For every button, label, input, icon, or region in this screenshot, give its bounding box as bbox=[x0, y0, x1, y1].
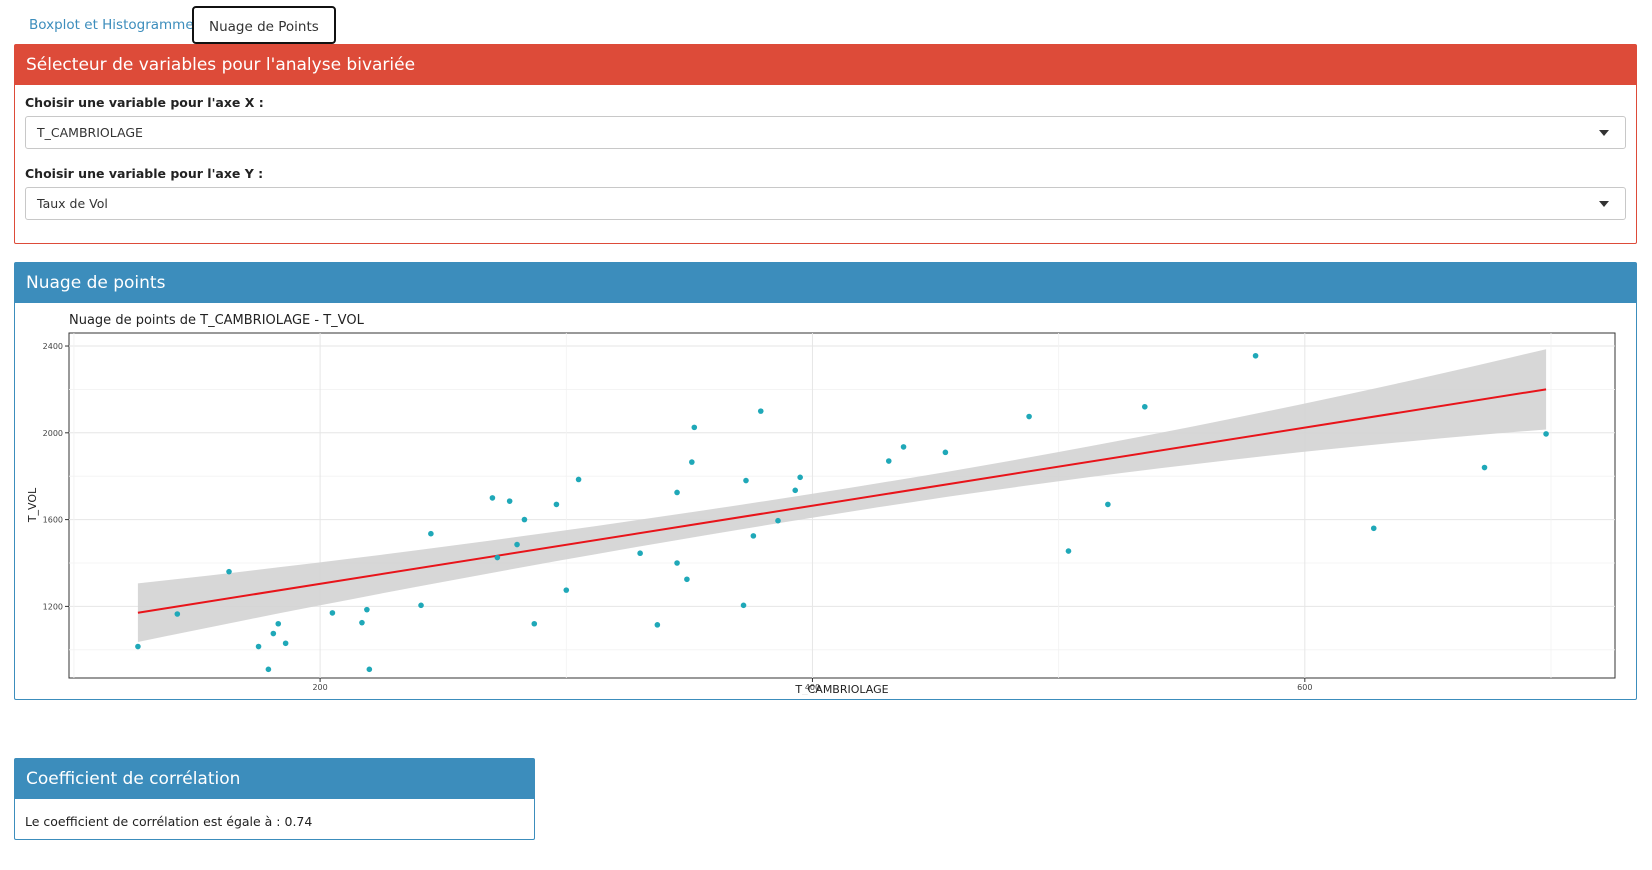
data-point bbox=[691, 424, 698, 431]
data-point bbox=[942, 449, 949, 456]
data-point bbox=[674, 489, 680, 496]
data-point bbox=[521, 516, 528, 523]
data-point bbox=[329, 610, 336, 616]
data-point bbox=[637, 550, 643, 557]
data-point bbox=[1105, 501, 1111, 508]
variable-selector-box: Sélecteur de variables pour l'analyse bi… bbox=[14, 44, 1637, 244]
data-points bbox=[135, 352, 1549, 673]
data-point bbox=[531, 620, 538, 627]
y-axis-select-value: Taux de Vol bbox=[37, 196, 108, 211]
tab-nuage-de-points[interactable]: Nuage de Points bbox=[192, 6, 336, 44]
data-point bbox=[226, 568, 232, 575]
data-point bbox=[428, 530, 434, 537]
y-tick-label: 2000 bbox=[43, 429, 63, 438]
data-point bbox=[489, 495, 496, 501]
data-point bbox=[654, 622, 661, 628]
data-point bbox=[743, 477, 749, 484]
grid-lines bbox=[69, 333, 1615, 678]
axis-ticks: 1200 1600 2000 2400 200 400 600 bbox=[43, 342, 1313, 692]
data-point bbox=[364, 606, 370, 613]
data-point bbox=[689, 459, 695, 465]
confidence-band bbox=[137, 349, 1547, 642]
x-axis-title: T_CAMBRIOLAGE bbox=[794, 683, 888, 695]
scatter-plot-box: Nuage de points Nuage de points de T_CAM… bbox=[14, 262, 1637, 700]
data-point bbox=[366, 666, 373, 673]
data-point bbox=[1026, 413, 1032, 420]
tab-boxplot-histogramme[interactable]: Boxplot et Histogramme bbox=[29, 17, 194, 33]
regression-line bbox=[137, 388, 1547, 614]
data-point bbox=[494, 554, 501, 561]
x-tick-label: 400 bbox=[805, 683, 820, 692]
variable-selector-title: Sélecteur de variables pour l'analyse bi… bbox=[15, 45, 1636, 85]
data-point bbox=[792, 487, 799, 494]
data-point bbox=[282, 640, 289, 647]
x-axis-select-value: T_CAMBRIOLAGE bbox=[37, 125, 143, 140]
data-point bbox=[900, 444, 907, 450]
data-point bbox=[563, 587, 570, 593]
data-point bbox=[265, 666, 272, 673]
chart-title: Nuage de points de T_CAMBRIOLAGE - T_VOL bbox=[69, 313, 365, 328]
data-point bbox=[275, 620, 282, 627]
data-point bbox=[514, 541, 520, 548]
data-point bbox=[418, 602, 424, 609]
data-point bbox=[740, 602, 747, 609]
chevron-down-icon bbox=[1599, 130, 1609, 136]
data-point bbox=[1481, 464, 1488, 471]
y-axis-label: Choisir une variable pour l'axe Y : bbox=[25, 166, 264, 181]
data-point bbox=[885, 458, 892, 464]
y-tick-label: 1200 bbox=[43, 602, 63, 611]
data-point bbox=[775, 517, 781, 524]
chevron-down-icon bbox=[1599, 201, 1609, 207]
x-tick-label: 600 bbox=[1297, 683, 1312, 692]
data-point bbox=[270, 630, 277, 637]
x-axis-select[interactable]: T_CAMBRIOLAGE bbox=[25, 116, 1626, 149]
data-point bbox=[750, 533, 757, 539]
data-point bbox=[757, 408, 764, 414]
data-point bbox=[553, 501, 560, 508]
scatter-plot-chart: Nuage de points de T_CAMBRIOLAGE - T_VOL… bbox=[26, 313, 1616, 695]
data-point bbox=[575, 476, 582, 483]
correlation-value-text: Le coefficient de corrélation est égale … bbox=[25, 814, 313, 829]
data-point bbox=[684, 576, 690, 583]
data-point bbox=[135, 643, 141, 650]
y-tick-label: 2400 bbox=[43, 342, 63, 351]
data-point bbox=[255, 643, 262, 650]
y-axis-title: T_VOL bbox=[26, 487, 39, 523]
y-tick-label: 1600 bbox=[43, 516, 63, 525]
data-point bbox=[1543, 431, 1549, 437]
data-point bbox=[797, 474, 803, 481]
correlation-box-title: Coefficient de corrélation bbox=[15, 759, 534, 799]
correlation-box: Coefficient de corrélation Le coefficien… bbox=[14, 758, 535, 840]
data-point bbox=[1141, 403, 1148, 410]
data-point bbox=[506, 498, 513, 504]
scatter-plot-box-title: Nuage de points bbox=[15, 263, 1636, 303]
data-point bbox=[1252, 352, 1259, 359]
x-tick-label: 200 bbox=[312, 683, 327, 692]
data-point bbox=[674, 560, 680, 566]
data-point bbox=[1065, 548, 1072, 554]
y-axis-select[interactable]: Taux de Vol bbox=[25, 187, 1626, 220]
x-axis-label: Choisir une variable pour l'axe X : bbox=[25, 95, 264, 110]
data-point bbox=[174, 611, 181, 617]
data-point bbox=[1370, 525, 1377, 532]
data-point bbox=[359, 619, 365, 626]
